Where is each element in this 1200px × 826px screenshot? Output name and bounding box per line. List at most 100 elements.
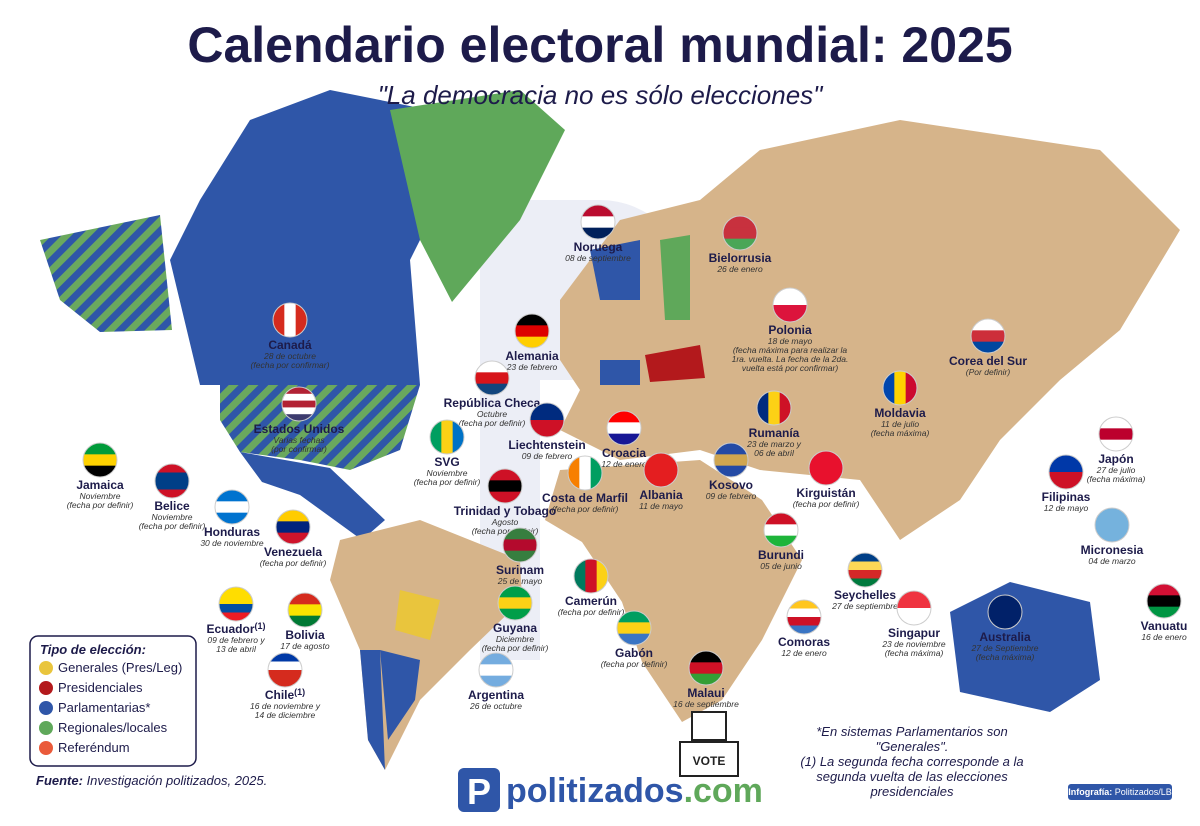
flag-stripe: [787, 617, 821, 626]
country-date: (fecha por definir): [472, 526, 539, 536]
country-label: Gabón(fecha por definir): [601, 610, 667, 669]
flag: [1099, 417, 1133, 451]
country-date: Varias fechas: [273, 435, 325, 445]
country-label: Kirguistán(fecha por definir): [793, 450, 859, 509]
footnote: (1) La segunda fecha corresponde a la: [800, 754, 1023, 769]
country-date: (fecha por definir): [558, 607, 625, 617]
flag-stripe: [581, 205, 615, 217]
ballot-label: VOTE: [693, 754, 726, 768]
country-date: (fecha máxima para realizar la: [733, 345, 848, 355]
country-name: Ecuador(1): [206, 621, 265, 636]
country-name: Polonia: [768, 323, 812, 337]
flag: [787, 600, 821, 634]
country-name: Costa de Marfil: [542, 491, 628, 505]
country-label: Chile(1)16 de noviembre y14 de diciembre: [250, 652, 321, 720]
country-date: 14 de diciembre: [255, 710, 316, 720]
country-date: (fecha máxima): [885, 648, 944, 658]
flag: [1049, 455, 1083, 489]
flag-stripe: [773, 288, 807, 306]
country-date: 09 de febrero: [522, 451, 573, 461]
flag-stripe: [515, 325, 549, 338]
country-name-text: Camerún: [565, 594, 617, 608]
flag-stripe: [764, 524, 798, 537]
note-mark: (1): [294, 687, 305, 697]
country-name-text: Costa de Marfil: [542, 491, 628, 505]
legend-label: Regionales/locales: [58, 720, 168, 735]
country-date: 30 de noviembre: [200, 538, 264, 548]
flag-stripe: [764, 535, 798, 547]
country-label: Costa de Marfil(fecha por definir): [542, 455, 628, 514]
source: Fuente: Investigación politizados, 2025.: [36, 773, 267, 788]
flag-stripe: [498, 586, 532, 598]
flag-stripe: [282, 400, 316, 408]
country-name-text: Croacia: [602, 446, 646, 460]
flag-ring: [154, 463, 190, 499]
flag-stripe: [971, 341, 1005, 353]
country-name-text: Filipinas: [1042, 490, 1091, 504]
subtitle: "La democracia no es sólo elecciones": [378, 80, 825, 110]
flag-ring: [1098, 416, 1134, 452]
flag-stripe: [897, 608, 931, 625]
flag: [475, 361, 509, 395]
country-date: 23 de marzo y: [746, 439, 802, 449]
flag-ring: [688, 650, 724, 686]
country-date: (fecha por definir): [414, 477, 481, 487]
svg-text:P: P: [467, 771, 491, 812]
flag-stripe: [284, 303, 297, 337]
flag: [155, 464, 189, 498]
country-name-text: Corea del Sur: [949, 354, 1027, 368]
country-name-text: Polonia: [768, 323, 812, 337]
country-name: Filipinas: [1042, 490, 1091, 504]
flag-ring: [616, 610, 652, 646]
flag-stripe: [219, 587, 253, 596]
country-date: Noviembre: [426, 468, 467, 478]
flag-stripe: [155, 481, 189, 490]
country-date: (fecha por definir): [139, 521, 206, 531]
credit-box: [1068, 784, 1172, 800]
country-name-text: Japón: [1098, 452, 1133, 466]
country-name: SVG: [434, 455, 459, 469]
country-date: 13 de abril: [216, 644, 257, 654]
flag-stripe: [596, 559, 608, 593]
flag-stripe: [617, 622, 651, 635]
flag-stripe: [282, 407, 316, 415]
flag-stripe: [515, 314, 549, 326]
country-name: Liechtenstein: [508, 438, 585, 452]
country-name-text: Ecuador: [206, 622, 254, 636]
country-name-text: Surinam: [496, 563, 544, 577]
flag-stripe: [288, 615, 322, 627]
legend-swatch: [39, 661, 53, 675]
flag-stripe: [295, 303, 307, 337]
flag-stripe: [83, 443, 117, 455]
legend-label: Referéndum: [58, 740, 130, 755]
flag-stripe: [488, 480, 522, 493]
flag-stripe: [268, 661, 302, 671]
country-name: Comoras: [778, 635, 830, 649]
country-name: Guyana: [493, 621, 537, 635]
flag: [723, 216, 757, 250]
flag-stripe: [971, 319, 1005, 331]
country-name-text: Alemania: [505, 349, 559, 363]
flag-stripe: [83, 465, 117, 477]
country-name: Albania: [639, 488, 683, 502]
flag-stripe: [723, 216, 757, 228]
country-date: 09 de febrero: [706, 491, 757, 501]
flag: [219, 587, 253, 621]
country-date: 28 de octubre: [263, 351, 316, 361]
country-name: República Checa: [444, 396, 541, 410]
flag-ring: [502, 527, 538, 563]
flag: [282, 387, 316, 421]
flag-ring: [970, 318, 1006, 354]
flag-stripe: [282, 414, 316, 421]
country-name-text: Bielorrusia: [709, 251, 772, 265]
country-date: Octubre: [477, 409, 508, 419]
legend-label: Parlamentarias*: [58, 700, 151, 715]
